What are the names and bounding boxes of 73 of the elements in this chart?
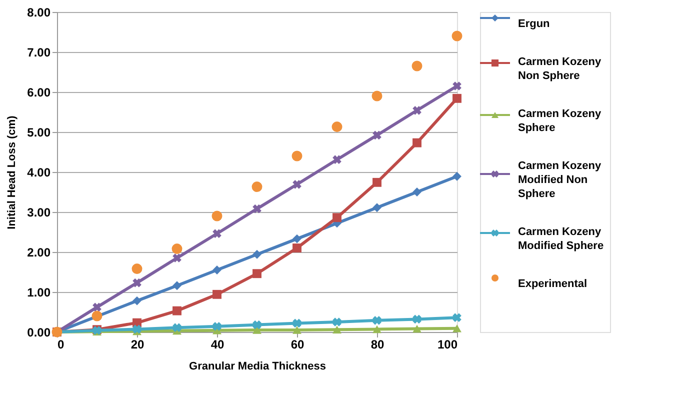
point xyxy=(252,182,262,192)
point xyxy=(292,318,302,328)
point xyxy=(252,269,262,278)
x-tick-label: 100 xyxy=(437,338,458,352)
y-tick-label: 2.00 xyxy=(27,246,51,260)
point xyxy=(92,302,102,312)
point xyxy=(252,320,262,330)
y-axis-title: Initial Head Loss (cm) xyxy=(6,115,18,230)
point xyxy=(212,210,222,222)
y-tick-label: 7.00 xyxy=(27,46,51,60)
y-tick-label: 5.00 xyxy=(27,126,51,140)
point xyxy=(172,281,182,290)
y-tick-label: 6.00 xyxy=(27,86,51,100)
point xyxy=(372,203,382,212)
point xyxy=(132,264,142,274)
point xyxy=(452,313,462,322)
y-tick-label: 3.00 xyxy=(27,206,51,220)
point xyxy=(332,155,342,164)
point xyxy=(412,60,422,72)
y-tick-label: 0.00 xyxy=(27,326,51,340)
point xyxy=(452,324,462,332)
legend-label: Carmen Kozeny Sphere xyxy=(518,108,602,134)
point xyxy=(412,314,422,324)
legend-label: Experimental xyxy=(518,278,588,290)
point xyxy=(332,122,342,132)
x-tick-label: 20 xyxy=(130,338,144,352)
point xyxy=(292,234,302,244)
point xyxy=(172,244,182,254)
point xyxy=(212,290,222,299)
point xyxy=(372,178,382,187)
point xyxy=(412,188,422,196)
point xyxy=(412,324,422,333)
point xyxy=(132,324,142,334)
point xyxy=(252,250,262,259)
point xyxy=(292,150,302,162)
x-axis-title: Granular Media Thickness xyxy=(189,360,326,372)
point xyxy=(372,325,382,334)
point xyxy=(172,306,182,316)
point xyxy=(412,138,422,148)
point xyxy=(212,322,222,331)
point xyxy=(452,82,462,90)
point xyxy=(372,130,382,140)
x-tick-label: 60 xyxy=(290,338,304,352)
legend-label: Carmen Kozeny Modified Non Sphere xyxy=(518,160,602,200)
point xyxy=(412,106,422,115)
point xyxy=(332,213,342,222)
point xyxy=(172,323,182,332)
x-tick-label: 40 xyxy=(210,338,224,352)
point xyxy=(212,229,222,238)
point xyxy=(292,180,302,189)
point xyxy=(332,326,342,334)
point xyxy=(452,94,462,103)
y-tick-label: 4.00 xyxy=(27,166,51,180)
point xyxy=(372,316,382,325)
point xyxy=(452,172,462,181)
point xyxy=(372,90,382,102)
point xyxy=(292,244,302,252)
point xyxy=(132,278,142,288)
legend-label: Carmen Kozeny Modified Sphere xyxy=(518,226,604,252)
y-tick-label: 1.00 xyxy=(27,286,51,300)
x-tick-label: 80 xyxy=(370,338,384,352)
legend-label: Ergun xyxy=(518,18,550,30)
y-tick-label: 8.00 xyxy=(27,6,51,20)
point xyxy=(252,204,262,214)
point xyxy=(292,326,302,334)
legend-label: Carmen Kozeny Non Sphere xyxy=(518,56,602,82)
point xyxy=(452,30,462,42)
point xyxy=(332,318,342,326)
x-tick-label: 0 xyxy=(58,338,64,352)
point xyxy=(212,266,222,274)
point xyxy=(252,326,262,334)
point xyxy=(172,254,182,262)
point xyxy=(132,296,142,306)
